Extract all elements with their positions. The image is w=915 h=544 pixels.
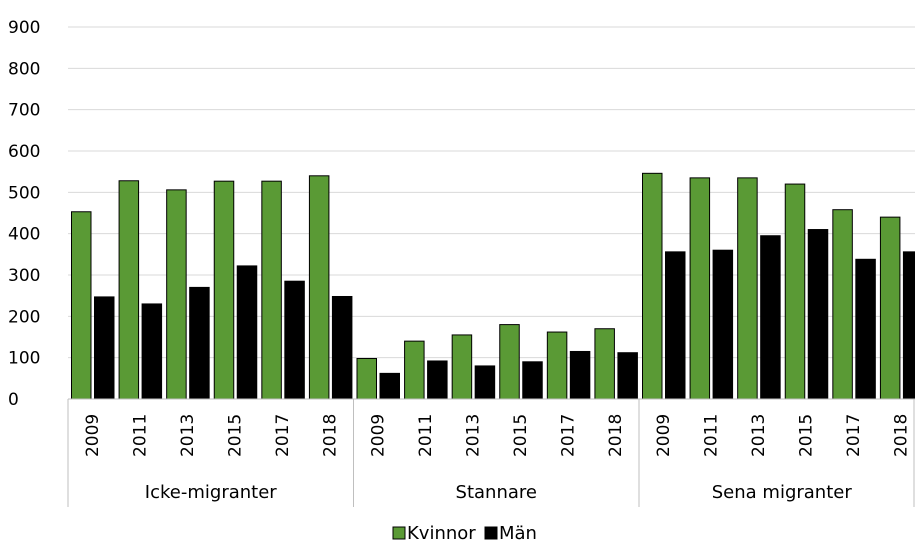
bar-man <box>427 360 448 400</box>
bars <box>71 172 915 400</box>
y-tick-label: 700 <box>8 101 40 121</box>
bar-kvinnor <box>118 180 140 400</box>
bar-kvinnor <box>499 324 520 400</box>
bar-kvinnor <box>642 172 663 400</box>
legend-swatch <box>392 526 406 540</box>
bar-man <box>522 361 543 400</box>
legend-label: Män <box>499 523 537 544</box>
bar-man <box>617 352 638 400</box>
bar-kvinnor <box>213 180 235 400</box>
y-tick-label: 300 <box>8 266 40 286</box>
y-tick-label: 800 <box>8 59 40 79</box>
legend-label: Kvinnor <box>407 523 476 544</box>
bar-kvinnor <box>71 211 92 400</box>
y-tick-label: 400 <box>8 225 40 245</box>
x-tick-label: 2017 <box>844 414 864 457</box>
bar-man <box>474 365 496 400</box>
bar-man <box>331 295 353 400</box>
x-tick-label: 2017 <box>273 414 293 457</box>
bar-kvinnor <box>546 331 568 400</box>
x-tick-label: 2018 <box>892 414 912 457</box>
bar-kvinnor <box>308 175 330 400</box>
bar-kvinnor <box>404 340 425 400</box>
bar-man <box>141 303 163 400</box>
x-tick-label: 2009 <box>83 414 103 457</box>
legend-item: Män <box>484 523 537 544</box>
y-tick-label: 0 <box>8 390 19 410</box>
y-tick-label: 200 <box>8 307 40 327</box>
x-tick-label: 2018 <box>606 414 626 457</box>
bar-kvinnor <box>594 328 615 400</box>
y-axis-ticks: 0 100 200 300 400 500 600 700 800 900 <box>8 18 40 410</box>
x-tick-label: 2011 <box>130 414 150 457</box>
bar-kvinnor <box>784 183 806 400</box>
y-tick-label: 900 <box>8 18 40 38</box>
bar-man <box>189 286 210 400</box>
bar-man <box>855 258 876 400</box>
x-tick-label: 2013 <box>749 414 769 457</box>
bar-man <box>236 265 258 400</box>
bar-man <box>807 229 829 400</box>
bar-kvinnor <box>689 177 711 400</box>
bar-kvinnor <box>737 177 758 400</box>
bar-kvinnor <box>261 180 282 400</box>
x-tick-label: 2017 <box>559 414 579 457</box>
legend: Kvinnor Män <box>392 523 537 544</box>
x-axis: 2009 2011 2013 2015 2017 2018 Icke-migranter 20… <box>67 398 915 507</box>
y-tick-label: 500 <box>8 183 40 203</box>
bar-kvinnor <box>879 216 901 400</box>
group-label: Stannare <box>456 482 537 503</box>
bar-man <box>760 235 781 400</box>
x-tick-label: 2013 <box>178 414 198 457</box>
x-tick-label: 2009 <box>368 414 388 457</box>
group-label: Icke-migranter <box>145 482 277 503</box>
x-tick-label: 2013 <box>463 414 483 457</box>
bar-man <box>379 372 400 400</box>
legend-swatch <box>484 526 498 540</box>
x-tick-label: 2015 <box>797 414 817 457</box>
x-tick-label: 2011 <box>701 414 721 457</box>
x-tick-label: 2015 <box>226 414 246 457</box>
bar-kvinnor <box>356 357 377 400</box>
x-tick-label: 2009 <box>654 414 674 457</box>
bar-kvinnor <box>832 209 853 400</box>
bar-man <box>569 350 591 400</box>
x-tick-label: 2018 <box>321 414 341 457</box>
legend-item: Kvinnor <box>392 523 476 544</box>
bar-kvinnor <box>451 334 473 400</box>
bar-man <box>712 249 734 400</box>
bar-man <box>284 280 305 400</box>
bar-man <box>902 251 915 400</box>
x-tick-label: 2015 <box>511 414 531 457</box>
y-tick-label: 100 <box>8 349 40 369</box>
bar-man <box>94 296 115 400</box>
bar-man <box>665 251 686 400</box>
y-tick-label: 600 <box>8 142 40 162</box>
group-label: Sena migranter <box>712 482 853 503</box>
bar-kvinnor <box>166 189 187 400</box>
x-tick-label: 2011 <box>416 414 436 457</box>
